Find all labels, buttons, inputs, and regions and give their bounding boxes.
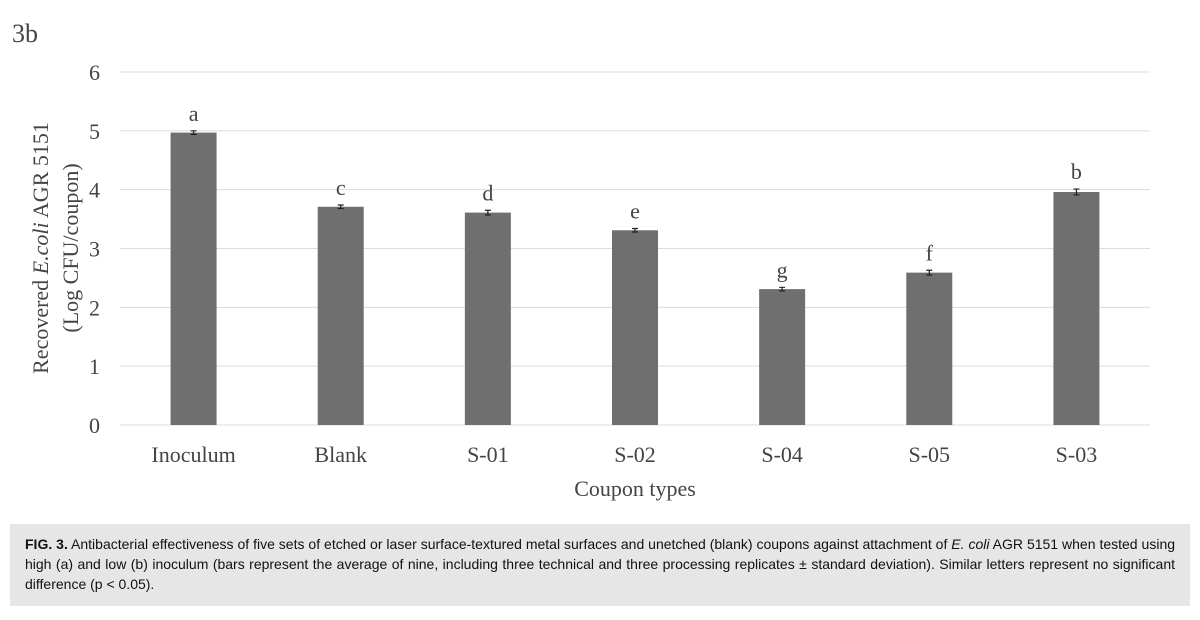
significance-letter: g <box>777 257 788 282</box>
y-axis-label: (Log CFU/coupon) <box>58 163 83 332</box>
significance-letter: e <box>630 198 640 223</box>
bar <box>464 212 511 425</box>
significance-letter: f <box>926 240 934 265</box>
error-bar <box>779 286 786 292</box>
bar <box>759 289 806 425</box>
error-bar <box>1073 188 1080 196</box>
y-label-part: Recovered <box>28 274 53 374</box>
caption: FIG. 3. Antibacterial effectiveness of f… <box>10 524 1190 606</box>
caption-italic: E. coli <box>951 536 990 552</box>
error-bar <box>190 130 197 135</box>
bar <box>170 132 217 425</box>
x-tick-label: S-01 <box>467 442 509 467</box>
y-tick-label: 2 <box>89 295 100 320</box>
x-tick-label: S-03 <box>1056 442 1098 467</box>
caption-text: AGR 5151 when tested using high (a) and … <box>25 536 1176 592</box>
bar <box>1053 192 1100 425</box>
caption-label: FIG. 3. <box>25 536 68 552</box>
y-tick-label: 6 <box>89 60 100 85</box>
significance-letter: a <box>189 101 199 126</box>
error-bar <box>926 269 933 276</box>
significance-letter: d <box>482 180 493 205</box>
y-tick-label: 5 <box>89 119 100 144</box>
error-bar <box>337 204 344 210</box>
y-axis-label: Recovered E.coli AGR 5151 <box>28 122 53 374</box>
bar <box>906 272 953 425</box>
y-tick-label: 0 <box>89 413 100 438</box>
panel-label: 3b <box>12 19 38 48</box>
y-tick-label: 1 <box>89 354 100 379</box>
significance-letter: b <box>1071 159 1082 184</box>
x-tick-label: S-04 <box>761 442 803 467</box>
error-bar <box>484 209 491 216</box>
error-bar <box>632 227 638 233</box>
x-axis-label: Coupon types <box>574 476 696 501</box>
bar <box>317 206 364 425</box>
x-tick-label: Inoculum <box>151 442 235 467</box>
y-tick-label: 4 <box>89 178 100 203</box>
significance-letter: c <box>336 175 346 200</box>
y-label-part: E.coli <box>28 222 53 275</box>
x-tick-label: S-05 <box>909 442 951 467</box>
x-tick-label: S-02 <box>614 442 656 467</box>
caption-text: Antibacterial effectiveness of five sets… <box>71 536 952 552</box>
x-tick-label: Blank <box>314 442 367 467</box>
chart: 3b Recovered E.coli AGR 5151 (Log CFU/co… <box>12 19 1150 501</box>
y-label-part: AGR 5151 <box>28 122 53 222</box>
y-tick-label: 3 <box>89 237 100 262</box>
bar <box>612 230 658 425</box>
